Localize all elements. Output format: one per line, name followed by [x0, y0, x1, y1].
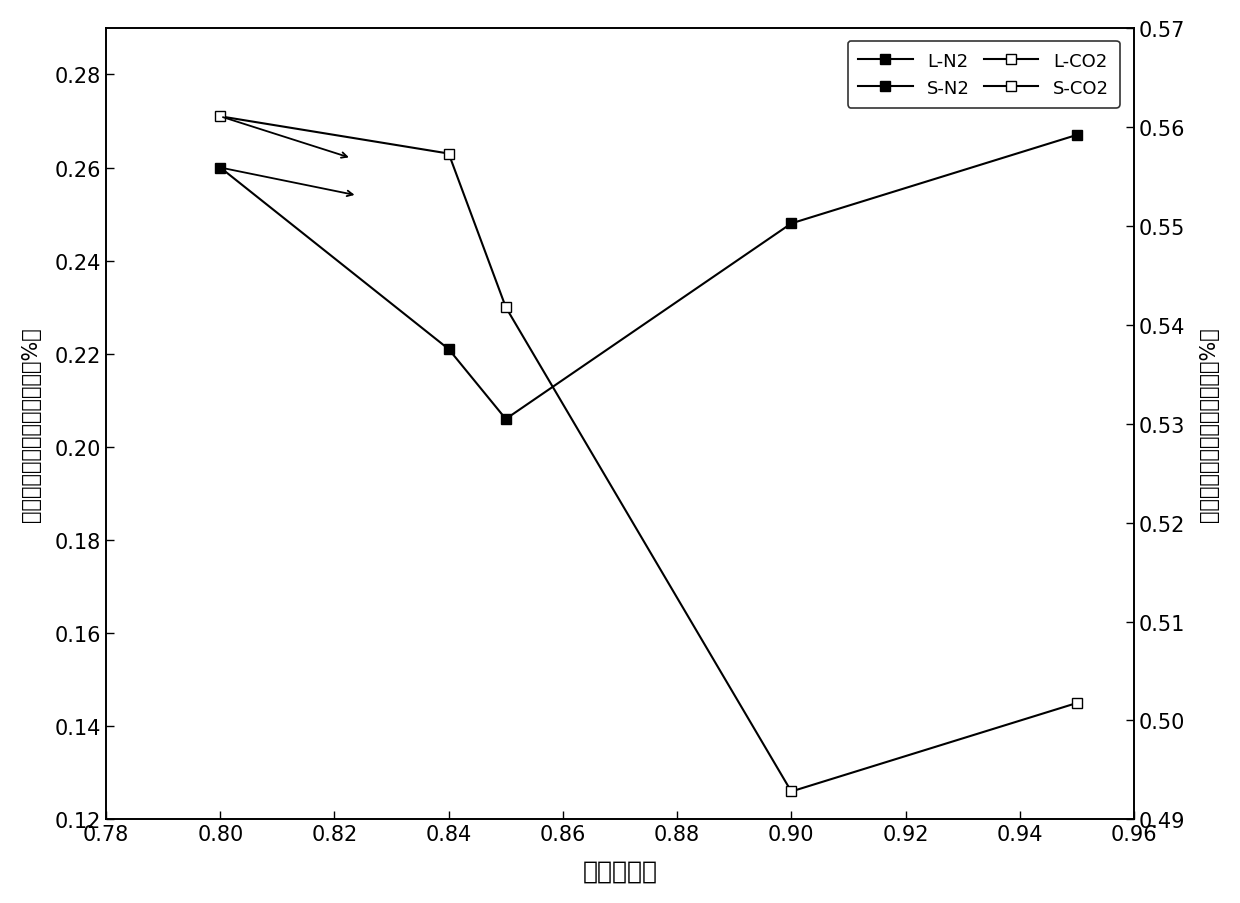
Line: L-N2: L-N2 [216, 131, 1081, 424]
L-N2 [784, 219, 799, 229]
L-N2 [498, 414, 513, 425]
L-CO2 [1069, 698, 1084, 709]
L-CO2 [213, 112, 228, 123]
Y-axis label: 固态残渣相对总物料百分比（%）: 固态残渣相对总物料百分比（%） [1199, 327, 1219, 521]
Y-axis label: 油态产物相对总物料百分比（%）: 油态产物相对总物料百分比（%） [21, 327, 41, 521]
X-axis label: 含水率变化: 含水率变化 [583, 858, 657, 882]
L-CO2 [784, 787, 799, 797]
L-CO2 [441, 149, 456, 160]
Line: L-CO2: L-CO2 [216, 112, 1081, 796]
L-N2 [441, 344, 456, 355]
L-CO2 [498, 303, 513, 313]
L-N2 [1069, 130, 1084, 141]
Legend: L-N2, S-N2, L-CO2, S-CO2: L-N2, S-N2, L-CO2, S-CO2 [848, 42, 1120, 109]
L-N2 [213, 163, 228, 173]
